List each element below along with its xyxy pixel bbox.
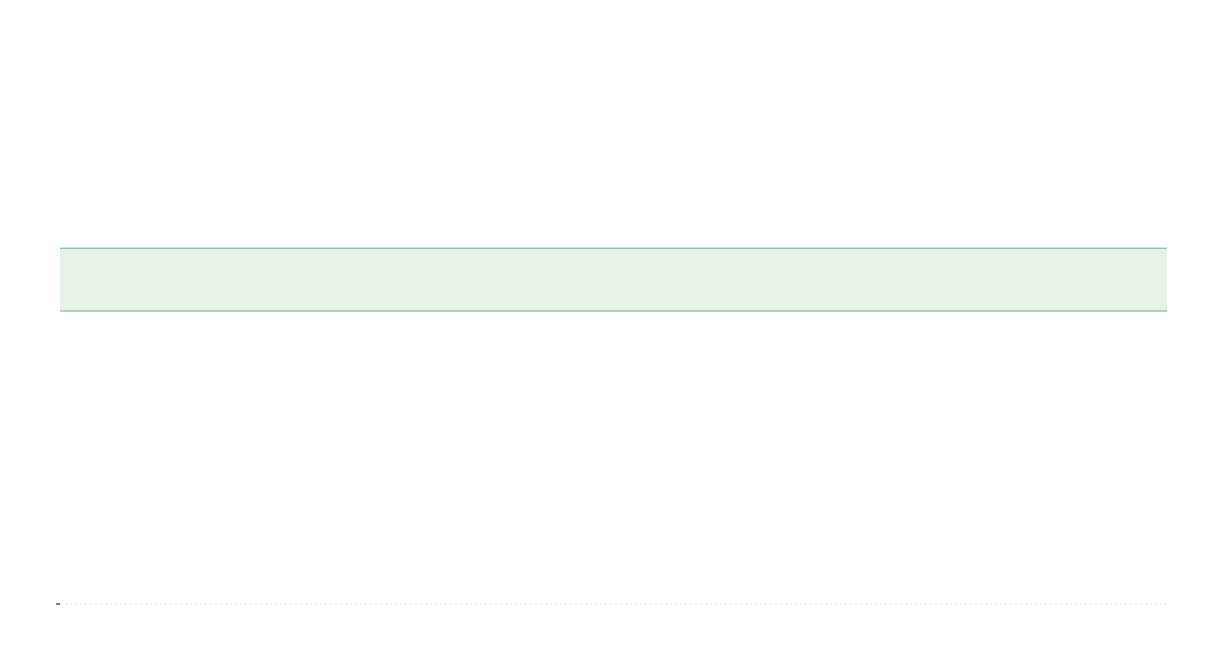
- price-chart: [0, 0, 1227, 664]
- chart-container: { "chart": { "type": "ohlc", "title": "Д…: [0, 0, 1227, 664]
- support-zone: [60, 248, 1167, 311]
